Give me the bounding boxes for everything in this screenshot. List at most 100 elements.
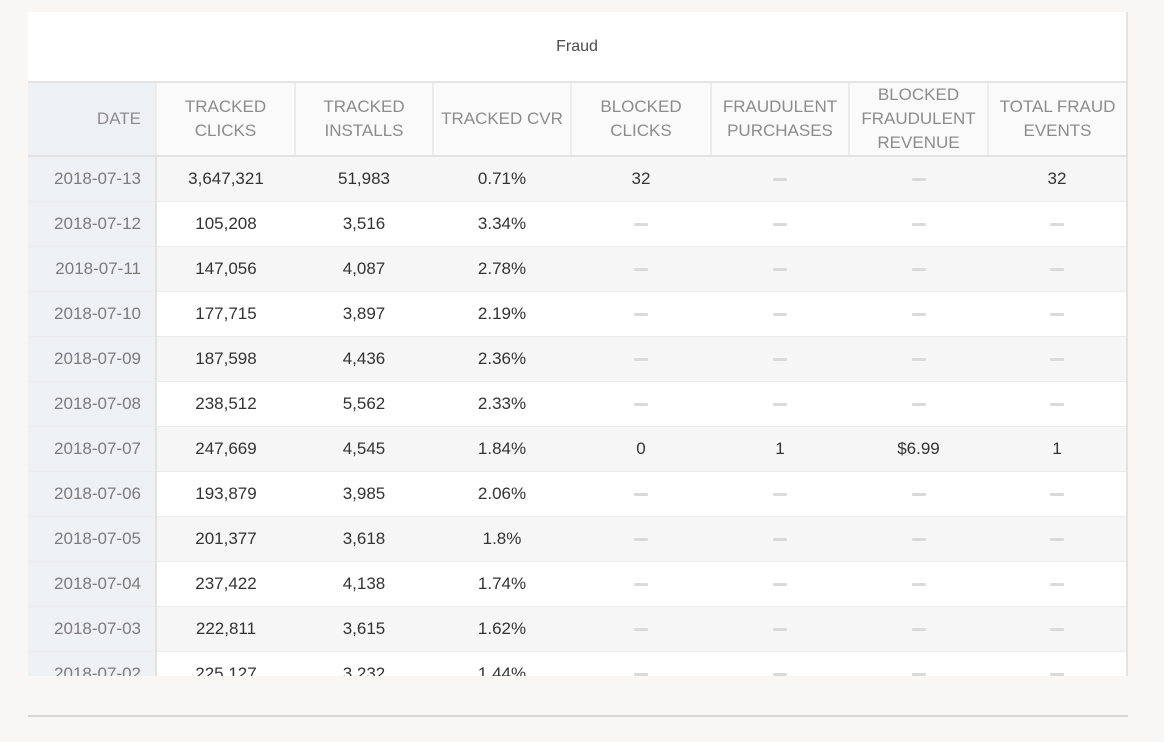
- tracked-clicks-value: 237,422: [195, 573, 257, 593]
- header-row: DATE TRACKED CLICKS TRACKED INSTALLS TRA…: [28, 83, 1126, 157]
- tracked-cvr-value: 1.8%: [482, 528, 522, 548]
- dash-icon: [1050, 357, 1064, 361]
- fraud-report-card: Fraud DATE TRACKED CLICKS TRACKED INSTAL…: [28, 12, 1128, 676]
- tracked-installs-cell: 3,618: [295, 516, 433, 562]
- tracked-clicks-cell: 237,422: [156, 561, 295, 607]
- tracked-cvr-value: 2.06%: [477, 483, 527, 503]
- date-cell: 2018-07-11: [28, 246, 157, 292]
- date-cell: 2018-07-05: [28, 516, 157, 562]
- total-fraud-events-cell: [988, 291, 1126, 337]
- column-header-total-fraud-events[interactable]: TOTAL FRAUD EVENTS: [988, 83, 1126, 157]
- fraudulent-purchases-cell: [711, 291, 849, 337]
- total-fraud-events-value: 1: [1052, 438, 1062, 458]
- total-fraud-events-cell: 32: [988, 156, 1126, 202]
- tracked-cvr-cell: 2.06%: [433, 471, 571, 517]
- tracked-installs-value: 3,232: [342, 663, 386, 677]
- tracked-installs-value: 4,436: [342, 348, 386, 368]
- dash-icon: [634, 672, 648, 676]
- tracked-installs-value: 5,562: [342, 393, 386, 413]
- dash-icon: [1050, 582, 1064, 586]
- column-header-tracked-clicks[interactable]: TRACKED CLICKS: [156, 83, 296, 157]
- tracked-installs-value: 3,897: [342, 303, 386, 323]
- fraud-table: DATE TRACKED CLICKS TRACKED INSTALLS TRA…: [28, 83, 1126, 676]
- dash-icon: [911, 672, 926, 676]
- table-row: 2018-07-06 193,879 3,985 2.06%: [28, 471, 1126, 517]
- tracked-installs-value: 3,985: [342, 483, 386, 503]
- column-header-blocked-clicks[interactable]: BLOCKED CLICKS: [571, 83, 712, 157]
- total-fraud-events-cell: [988, 606, 1126, 652]
- tracked-installs-cell: 4,436: [295, 336, 433, 382]
- dash-icon: [911, 312, 926, 316]
- total-fraud-events-cell: [988, 246, 1126, 292]
- blocked-fraudulent-revenue-cell: [849, 606, 988, 652]
- column-header-tracked-installs[interactable]: TRACKED INSTALLS: [295, 83, 434, 157]
- tracked-cvr-value: 2.33%: [477, 393, 527, 413]
- blocked-fraudulent-revenue-cell: [849, 201, 988, 247]
- blocked-clicks-value: 32: [631, 168, 651, 188]
- blocked-fraudulent-revenue-cell: [849, 381, 988, 427]
- tracked-cvr-value: 1.74%: [477, 573, 527, 593]
- tracked-installs-value: 4,087: [342, 258, 386, 278]
- table-row: 2018-07-10 177,715 3,897 2.19%: [28, 291, 1126, 337]
- tracked-cvr-cell: 1.62%: [433, 606, 571, 652]
- column-header-tracked-cvr[interactable]: TRACKED CVR: [433, 83, 572, 157]
- dash-icon: [1050, 537, 1064, 541]
- fraudulent-purchases-cell: [711, 201, 849, 247]
- table-row: 2018-07-04 237,422 4,138 1.74%: [28, 561, 1126, 607]
- tracked-cvr-value: 0.71%: [477, 168, 527, 188]
- dash-icon: [634, 222, 648, 226]
- blocked-clicks-cell: 32: [571, 156, 711, 202]
- tracked-clicks-value: 238,512: [195, 393, 257, 413]
- blocked-clicks-value: 0: [636, 438, 646, 458]
- column-header-fraudulent-purchases[interactable]: FRAUDULENT PURCHASES: [711, 83, 850, 157]
- dash-icon: [1050, 222, 1064, 226]
- blocked-clicks-cell: [571, 291, 711, 337]
- fraudulent-purchases-cell: [711, 651, 849, 676]
- table-row: 2018-07-08 238,512 5,562 2.33%: [28, 381, 1126, 427]
- dash-icon: [634, 402, 648, 406]
- dash-icon: [911, 222, 926, 226]
- total-fraud-events-cell: [988, 561, 1126, 607]
- dash-icon: [911, 627, 926, 631]
- column-header-blocked-fraudulent-revenue[interactable]: BLOCKED FRAUDULENT REVENUE: [849, 83, 989, 157]
- fraudulent-purchases-cell: [711, 471, 849, 517]
- blocked-fraudulent-revenue-value: $6.99: [897, 438, 940, 458]
- dash-icon: [911, 402, 926, 406]
- tracked-cvr-cell: 2.36%: [433, 336, 571, 382]
- tracked-clicks-value: 225,127: [195, 663, 257, 677]
- fraudulent-purchases-cell: [711, 246, 849, 292]
- blocked-clicks-cell: [571, 606, 711, 652]
- table-row: 2018-07-13 3,647,321 51,983 0.71% 32 32: [28, 156, 1126, 202]
- card-title: Fraud: [28, 12, 1126, 83]
- column-header-date[interactable]: DATE: [28, 83, 157, 157]
- tracked-installs-cell: 3,232: [295, 651, 433, 676]
- dash-icon: [1050, 672, 1064, 676]
- bottom-divider: [28, 715, 1128, 717]
- dash-icon: [773, 537, 787, 541]
- tracked-installs-cell: 3,516: [295, 201, 433, 247]
- dash-icon: [773, 402, 787, 406]
- date-cell: 2018-07-10: [28, 291, 157, 337]
- dash-icon: [634, 582, 648, 586]
- dash-icon: [773, 177, 787, 181]
- blocked-clicks-cell: [571, 201, 711, 247]
- date-cell: 2018-07-06: [28, 471, 157, 517]
- dash-icon: [1050, 312, 1064, 316]
- blocked-clicks-cell: [571, 381, 711, 427]
- blocked-fraudulent-revenue-cell: [849, 561, 988, 607]
- tracked-installs-cell: 4,138: [295, 561, 433, 607]
- dash-icon: [773, 312, 787, 316]
- tracked-cvr-value: 2.78%: [477, 258, 527, 278]
- tracked-clicks-value: 105,208: [195, 213, 257, 233]
- tracked-cvr-cell: 3.34%: [433, 201, 571, 247]
- blocked-fraudulent-revenue-cell: [849, 336, 988, 382]
- tracked-installs-value: 51,983: [338, 168, 390, 188]
- total-fraud-events-cell: [988, 651, 1126, 676]
- dash-icon: [773, 357, 787, 361]
- dash-icon: [634, 312, 648, 316]
- tracked-installs-cell: 3,615: [295, 606, 433, 652]
- blocked-clicks-cell: 0: [571, 426, 711, 472]
- dash-icon: [634, 537, 648, 541]
- tracked-clicks-cell: 187,598: [156, 336, 295, 382]
